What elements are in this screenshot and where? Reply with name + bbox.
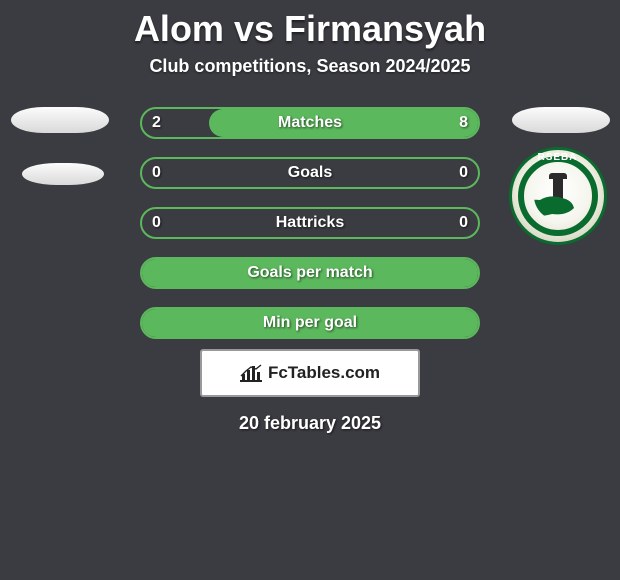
stat-label: Hattricks <box>276 214 344 232</box>
crocodile-icon <box>534 190 576 218</box>
stat-fill <box>209 109 478 137</box>
comparison-card: Alom vs Firmansyah Club competitions, Se… <box>0 0 620 580</box>
club-badge-right: RSEBA <box>509 147 607 245</box>
stat-row-min_per_goal: Min per goal <box>140 307 480 339</box>
page-subtitle: Club competitions, Season 2024/2025 <box>0 56 620 77</box>
brand-box[interactable]: FcTables.com <box>200 349 420 397</box>
stat-row-matches: 2 8 Matches <box>140 107 480 139</box>
stat-label: Min per goal <box>263 314 357 332</box>
player-right-column: RSEBA <box>495 107 620 245</box>
player-photo-left <box>11 107 109 133</box>
stat-label: Goals per match <box>247 264 372 282</box>
stat-row-goals_per_match: Goals per match <box>140 257 480 289</box>
stat-label: Goals <box>288 164 332 182</box>
stat-row-hattricks: 0 0 Hattricks <box>140 207 480 239</box>
stat-value-left: 0 <box>152 159 161 187</box>
stat-row-goals: 0 0 Goals <box>140 157 480 189</box>
date-label: 20 february 2025 <box>0 413 620 434</box>
stat-value-right: 0 <box>459 159 468 187</box>
stat-value-left: 0 <box>152 209 161 237</box>
stat-value-right: 8 <box>459 109 468 137</box>
bar-chart-icon <box>240 364 262 382</box>
page-title: Alom vs Firmansyah <box>0 0 620 50</box>
stat-value-left: 2 <box>152 109 161 137</box>
stat-value-right: 0 <box>459 209 468 237</box>
brand-text: FcTables.com <box>268 363 380 383</box>
stat-label: Matches <box>278 114 342 132</box>
club-badge-inner <box>534 172 582 220</box>
compare-area: RSEBA 2 8 Matches 0 0 Goals 0 0 Hattricks Goals p… <box>0 107 620 337</box>
club-badge-left <box>22 163 104 185</box>
player-left-column <box>0 107 125 185</box>
player-photo-right <box>512 107 610 133</box>
club-badge-text: RSEBA <box>512 152 604 163</box>
stat-rows: 2 8 Matches 0 0 Goals 0 0 Hattricks Goals per mat… <box>140 107 480 339</box>
